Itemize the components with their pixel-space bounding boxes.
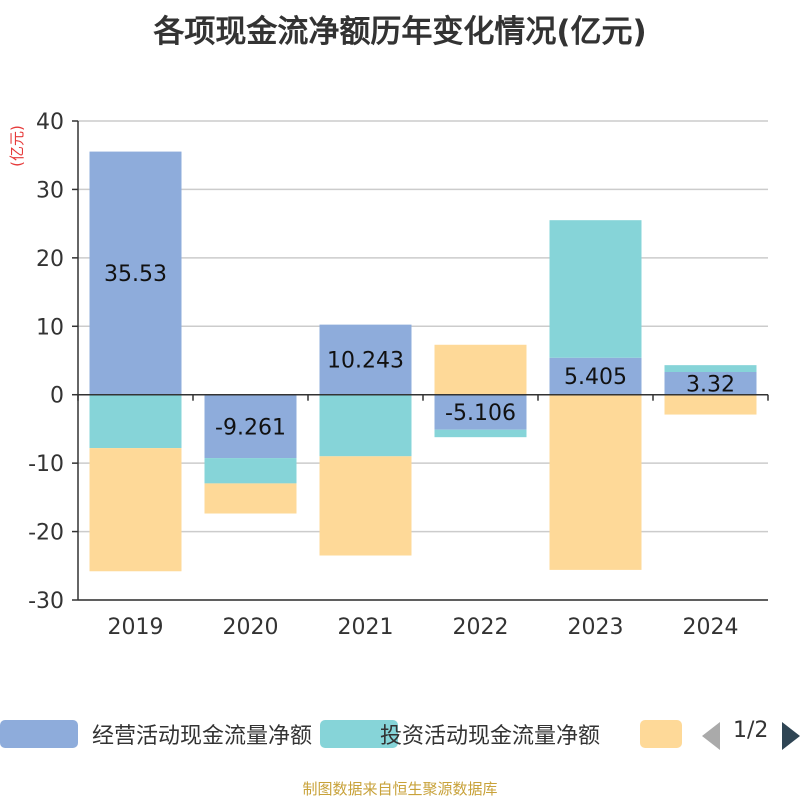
bar-segment — [319, 324, 412, 395]
y-tick-label: -10 — [28, 452, 64, 477]
data-label: -5.106 — [445, 401, 516, 426]
y-tick-label: 10 — [36, 315, 64, 340]
bar-segment — [664, 365, 757, 372]
triangle-right-icon[interactable] — [782, 722, 800, 750]
y-tick-label: 30 — [36, 178, 64, 203]
data-label: 10.243 — [327, 349, 404, 374]
x-tick-label: 2023 — [568, 615, 624, 640]
bar-segment — [204, 458, 297, 484]
bar-segment — [319, 456, 412, 556]
y-tick-label: -20 — [28, 521, 64, 546]
chart-title: 各项现金流净额历年变化情况(亿元) — [153, 14, 647, 50]
y-axis-unit-label: (亿元) — [8, 125, 26, 167]
y-tick-label: -30 — [28, 589, 64, 614]
bar-segment — [89, 394, 182, 449]
data-label: 3.32 — [686, 372, 735, 397]
bar-segment — [204, 483, 297, 514]
bar-segment — [549, 394, 642, 570]
y-tick-label: 20 — [36, 247, 64, 272]
x-tick-label: 2020 — [223, 615, 279, 640]
bar-segment — [319, 394, 412, 457]
legend-swatch-financing — [640, 720, 682, 748]
bar-segment — [664, 371, 757, 395]
bar-segment — [204, 394, 297, 459]
bar-chart: 40 30 20 10 0 -10 -20 -30 (亿元) 2019 2020 2021 2022 20… — [8, 110, 769, 640]
x-tick-label: 2021 — [338, 615, 394, 640]
bar-segment — [549, 220, 642, 358]
bar-segment — [89, 151, 182, 395]
legend-swatch-investing — [320, 720, 398, 748]
legend-page-indicator: 1/2 — [733, 718, 769, 743]
bar-segment — [89, 448, 182, 572]
data-label: 35.53 — [104, 262, 167, 287]
x-tick-label: 2024 — [683, 615, 739, 640]
bars — [89, 151, 757, 572]
bar-segment — [664, 394, 757, 415]
y-tick-label: 40 — [36, 110, 64, 135]
bar-segment — [549, 357, 642, 395]
axes: 40 30 20 10 0 -10 -20 -30 (亿元) 2019 2020 2021 2022 20… — [8, 110, 769, 640]
bar-segment — [434, 429, 527, 438]
legend-label-investing: 投资活动现金流量净额 — [380, 724, 601, 749]
data-label: 5.405 — [564, 365, 627, 390]
bar-segment — [434, 394, 527, 430]
legend-label-operating: 经营活动现金流量净额 — [92, 724, 313, 749]
y-tick-label: 0 — [50, 384, 64, 409]
legend: 经营活动现金流量净额 投资活动现金流量净额 1/2 — [0, 716, 800, 756]
x-tick-label: 2019 — [108, 615, 164, 640]
data-labels: 35.53 -9.261 10.243 -5.106 5.405 3.32 — [104, 262, 735, 440]
triangle-left-icon[interactable] — [702, 722, 720, 750]
legend-swatch-operating — [0, 720, 78, 748]
data-label: -9.261 — [215, 415, 286, 440]
x-tick-label: 2022 — [453, 615, 509, 640]
data-source-note: 制图数据来自恒生聚源数据库 — [302, 780, 498, 798]
bar-segment — [434, 344, 527, 395]
